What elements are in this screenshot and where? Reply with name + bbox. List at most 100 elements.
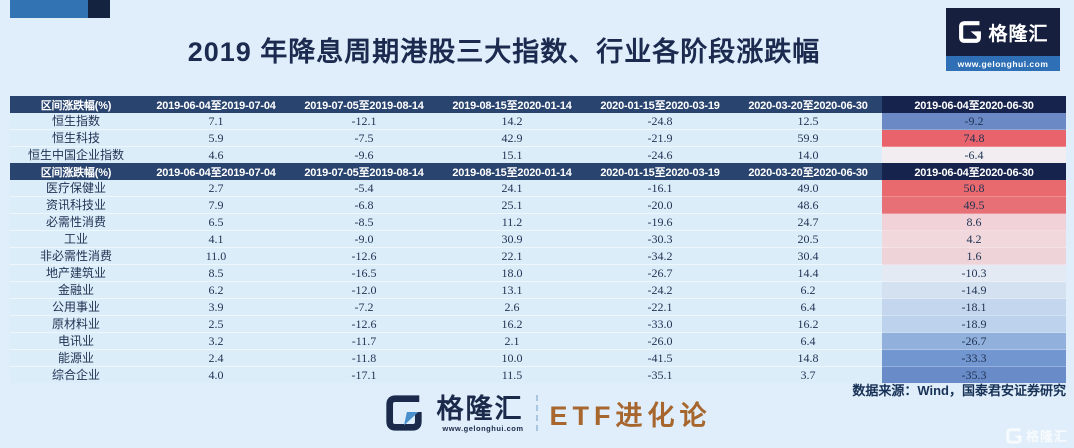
- value-cell: -7.2: [290, 298, 438, 316]
- value-cell: 4.6: [142, 146, 290, 163]
- cumulative-heat-cell: -9.2: [882, 113, 1066, 130]
- value-cell: -21.9: [586, 129, 734, 147]
- cumulative-heat-cell: -18.9: [882, 315, 1066, 333]
- cumulative-heat-cell: 4.2: [882, 230, 1066, 248]
- period-column-header: 2019-06-04至2019-07-04: [142, 163, 290, 180]
- value-cell: -19.6: [586, 213, 734, 231]
- gelonghui-badge-main: 格隆汇: [946, 8, 1060, 56]
- cumulative-heat-cell: -18.1: [882, 298, 1066, 316]
- value-cell: 4.0: [142, 366, 290, 383]
- value-cell: 30.4: [734, 247, 882, 265]
- period-column-header: 2020-03-20至2020-06-30: [734, 96, 882, 113]
- gelonghui-badge: 格隆汇 www.gelonghui.com: [946, 8, 1060, 71]
- table-row: 金融业 6.2 -12.0 13.1 -24.2 6.2 -14.9: [10, 281, 1066, 299]
- value-cell: 2.5: [142, 315, 290, 333]
- cumulative-heat-cell: 49.5: [882, 196, 1066, 214]
- row-label-column-header: 区间涨跌幅(%): [10, 163, 142, 180]
- row-label: 必需性消费: [10, 213, 142, 231]
- period-column-header: 2019-06-04至2020-06-30: [882, 96, 1066, 113]
- value-cell: 11.2: [438, 213, 586, 231]
- industries-header-row: 区间涨跌幅(%) 2019-06-04至2019-07-04 2019-07-05至…: [10, 163, 1066, 180]
- brand-website: www.gelonghui.com: [946, 56, 1060, 71]
- row-label: 恒生中国企业指数: [10, 146, 142, 163]
- value-cell: 5.9: [142, 129, 290, 147]
- table-row: 恒生指数 7.1 -12.1 14.2 -24.8 12.5 -9.2: [10, 113, 1066, 130]
- value-cell: -41.5: [586, 349, 734, 367]
- value-cell: -26.7: [586, 264, 734, 282]
- value-cell: 8.5: [142, 264, 290, 282]
- gelonghui-g-icon: [957, 19, 983, 45]
- value-cell: 6.4: [734, 332, 882, 350]
- value-cell: -7.5: [290, 129, 438, 147]
- gelonghui-g-icon: [1005, 427, 1023, 445]
- value-cell: 2.6: [438, 298, 586, 316]
- watermark-logo: 格隆汇: [1005, 426, 1068, 445]
- deco-blue-bar: [10, 0, 88, 18]
- period-column-header: 2019-07-05至2019-08-14: [290, 96, 438, 113]
- table-row: 能源业 2.4 -11.8 10.0 -41.5 14.8 -33.3: [10, 349, 1066, 367]
- cumulative-heat-cell: 50.8: [882, 180, 1066, 197]
- table-row: 恒生科技 5.9 -7.5 42.9 -21.9 59.9 74.8: [10, 129, 1066, 147]
- value-cell: 3.9: [142, 298, 290, 316]
- table-row: 原材料业 2.5 -12.6 16.2 -33.0 16.2 -18.9: [10, 315, 1066, 333]
- vertical-divider: [535, 395, 538, 431]
- table-row: 工业 4.1 -9.0 30.9 -30.3 20.5 4.2: [10, 230, 1066, 248]
- cumulative-heat-cell: -10.3: [882, 264, 1066, 282]
- cumulative-heat-cell: 1.6: [882, 247, 1066, 265]
- value-cell: 16.2: [734, 315, 882, 333]
- cumulative-heat-cell: -14.9: [882, 281, 1066, 299]
- value-cell: 6.5: [142, 213, 290, 231]
- row-label: 恒生科技: [10, 129, 142, 147]
- footer-brand-text: 格隆汇 www.gelonghui.com: [437, 394, 524, 433]
- value-cell: -35.1: [586, 366, 734, 383]
- value-cell: 14.8: [734, 349, 882, 367]
- industries-table: 区间涨跌幅(%) 2019-06-04至2019-07-04 2019-07-05至…: [10, 163, 1066, 383]
- row-label: 非必需性消费: [10, 247, 142, 265]
- value-cell: 2.1: [438, 332, 586, 350]
- period-column-header: 2020-03-20至2020-06-30: [734, 163, 882, 180]
- industries-table-body: 医疗保健业 2.7 -5.4 24.1 -16.1 49.0 50.8 资讯科技业 7.9 -6.…: [10, 180, 1066, 383]
- row-label: 综合企业: [10, 366, 142, 383]
- row-label: 金融业: [10, 281, 142, 299]
- gelonghui-g-icon: [383, 392, 425, 434]
- deco-dark-square: [88, 0, 110, 18]
- row-label: 地产建筑业: [10, 264, 142, 282]
- value-cell: 13.1: [438, 281, 586, 299]
- row-label: 原材料业: [10, 315, 142, 333]
- row-label: 工业: [10, 230, 142, 248]
- value-cell: -22.1: [586, 298, 734, 316]
- value-cell: 11.0: [142, 247, 290, 265]
- value-cell: 4.1: [142, 230, 290, 248]
- brand-name: 格隆汇: [988, 23, 1049, 45]
- value-cell: 2.7: [142, 180, 290, 197]
- cumulative-heat-cell: -33.3: [882, 349, 1066, 367]
- value-cell: 7.9: [142, 196, 290, 214]
- table-row: 资讯科技业 7.9 -6.8 25.1 -20.0 48.6 49.5: [10, 196, 1066, 214]
- row-label: 医疗保健业: [10, 180, 142, 197]
- cumulative-heat-cell: 8.6: [882, 213, 1066, 231]
- table-row: 公用事业 3.9 -7.2 2.6 -22.1 6.4 -18.1: [10, 298, 1066, 316]
- value-cell: -6.8: [290, 196, 438, 214]
- value-cell: -26.0: [586, 332, 734, 350]
- footer-brand-lockup: 格隆汇 www.gelonghui.com ETF进化论: [10, 392, 1074, 434]
- value-cell: 42.9: [438, 129, 586, 147]
- value-cell: -12.6: [290, 315, 438, 333]
- period-column-header: 2019-06-04至2020-06-30: [882, 163, 1066, 180]
- value-cell: 14.2: [438, 113, 586, 130]
- channel-name: ETF进化论: [549, 400, 712, 431]
- cumulative-heat-cell: -35.3: [882, 366, 1066, 383]
- value-cell: 14.4: [734, 264, 882, 282]
- value-cell: 12.5: [734, 113, 882, 130]
- value-cell: -17.1: [290, 366, 438, 383]
- table-row: 电讯业 3.2 -11.7 2.1 -26.0 6.4 -26.7: [10, 332, 1066, 350]
- indices-table-body: 恒生指数 7.1 -12.1 14.2 -24.8 12.5 -9.2 恒生科技 5.9 -7.5…: [10, 113, 1066, 163]
- brand-name: 格隆汇: [436, 393, 524, 424]
- row-label: 电讯业: [10, 332, 142, 350]
- value-cell: -24.6: [586, 146, 734, 163]
- value-cell: 3.7: [734, 366, 882, 383]
- value-cell: -24.2: [586, 281, 734, 299]
- period-column-header: 2019-08-15至2020-01-14: [438, 96, 586, 113]
- cumulative-heat-cell: -26.7: [882, 332, 1066, 350]
- cumulative-heat-cell: 74.8: [882, 129, 1066, 147]
